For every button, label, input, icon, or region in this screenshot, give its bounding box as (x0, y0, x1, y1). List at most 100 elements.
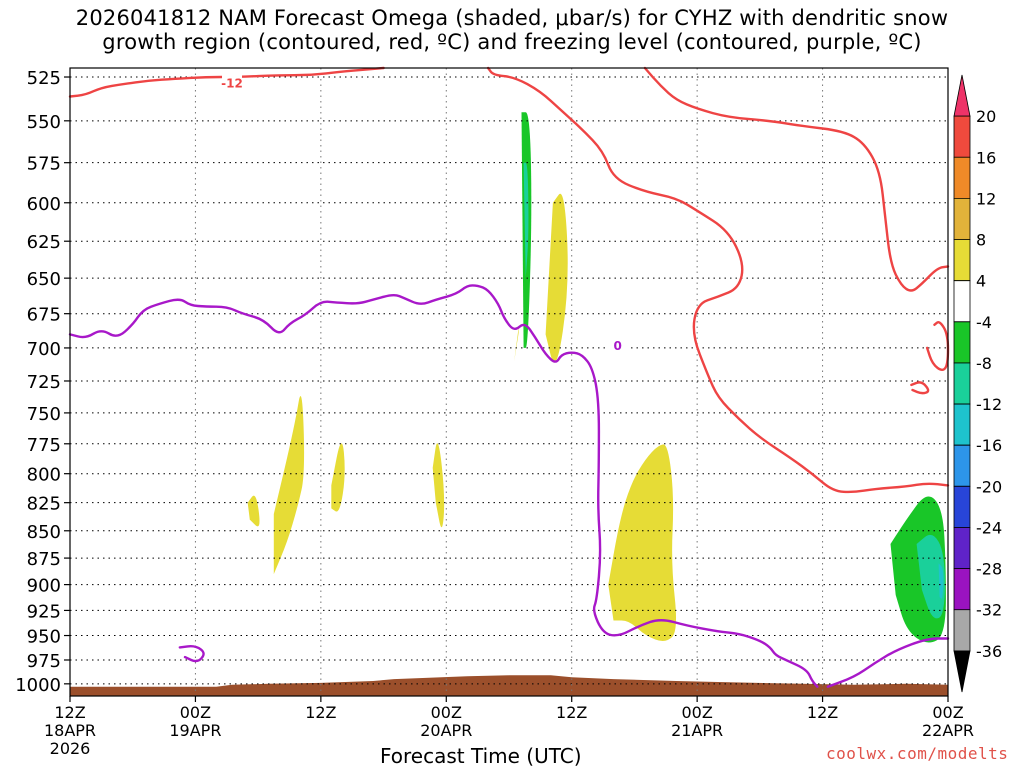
y-tick-label-18: 975 (27, 651, 61, 672)
x-tick-label-5-1: 21APR (671, 721, 723, 740)
y-tick-label-1: 550 (27, 112, 61, 133)
omega-region-4 (331, 443, 345, 512)
contour-lines: -12 0 (68, 66, 950, 688)
terrain-area (70, 675, 948, 696)
y-tick-label-0: 525 (27, 68, 61, 89)
colorbar-label-1: 16 (976, 148, 996, 167)
y-tick-label-19: 1000 (15, 675, 61, 696)
x-tick-label-0-0: 12Z (54, 703, 85, 722)
y-tick-label-3: 600 (27, 194, 61, 215)
omega-region-9 (523, 162, 529, 279)
y-tick-label-10: 775 (27, 435, 61, 456)
x-tick-label-6-0: 12Z (807, 703, 838, 722)
plot-frame (69, 67, 949, 697)
chart-title-line-1: 2026041812 NAM Forecast Omega (shaded, μ… (75, 6, 949, 30)
contour-1-2 (910, 381, 930, 395)
contour-label-bg-0 (222, 75, 243, 90)
colorbar-segment-7 (953, 362, 971, 405)
x-tick-label-1-1: 19APR (169, 721, 221, 740)
contour-0-0 (68, 66, 385, 98)
omega-shading (247, 82, 948, 675)
x-tick-label-4-0: 12Z (556, 703, 587, 722)
colorbar-label-0: 20 (976, 107, 996, 126)
y-tick-label-15: 900 (27, 576, 61, 597)
y-tick-label-14: 875 (27, 549, 61, 570)
contour-2-0 (68, 284, 819, 688)
y-tick-label-6: 675 (27, 305, 61, 326)
colorbar: 20 16 12 8 4 -4 -8 -12 -16 -20 -24 -28 -32 -36 (953, 74, 1002, 693)
y-tick-label-11: 800 (27, 465, 61, 486)
omega-region-13 (778, 624, 789, 654)
contour-1-0 (643, 66, 950, 292)
x-axis-label: Forecast Time (UTC) (380, 744, 582, 768)
colorbar-segment-9 (953, 444, 971, 487)
colorbar-label-4: 4 (976, 272, 986, 291)
colorbar-segment-14 (953, 650, 971, 693)
omega-region-17 (916, 534, 945, 619)
colorbar-label-10: -24 (976, 518, 1002, 537)
x-tick-label-0-2: 2026 (50, 739, 91, 758)
y-tick-label-16: 925 (27, 601, 61, 622)
y-tick-label-12: 825 (27, 494, 61, 515)
chart-title: 2026041812 NAM Forecast Omega (shaded, μ… (0, 6, 1024, 54)
x-tick-label-5-0: 00Z (681, 703, 712, 722)
contour-2-1 (826, 637, 950, 688)
y-tick-label-13: 850 (27, 522, 61, 543)
y-tick-label-5: 650 (27, 269, 61, 290)
colorbar-segment-4 (953, 239, 971, 282)
credit-text: coolwx.com/modelts (826, 744, 1009, 763)
contour-label-bg-2 (607, 338, 628, 353)
x-tick-label-0-1: 18APR (44, 721, 96, 740)
omega-region-1 (545, 193, 568, 363)
y-tick-label-4: 625 (27, 232, 61, 253)
colorbar-segment-11 (953, 527, 971, 569)
x-tick-label-3-0: 00Z (431, 703, 462, 722)
contour-label-0: -12 (221, 76, 243, 90)
colorbar-segment-8 (953, 403, 971, 446)
colorbar-segment-5 (953, 280, 971, 323)
contour-0-1 (486, 66, 950, 494)
plot-background (70, 68, 948, 696)
colorbar-label-2: 12 (976, 189, 996, 208)
omega-region-12 (494, 630, 508, 651)
colorbar-label-5: -4 (976, 313, 992, 332)
colorbar-segment-2 (953, 156, 971, 199)
omega-region-11 (378, 658, 388, 666)
y-axis: 525 550 575 600 625 650 675 700 725 750 775 800 825 8… (15, 68, 70, 696)
x-tick-label-7-0: 00Z (932, 703, 963, 722)
omega-region-10 (320, 639, 335, 666)
y-tick-label-9: 750 (27, 404, 61, 425)
colorbar-segment-1 (953, 115, 971, 158)
colorbar-label-8: -16 (976, 436, 1002, 455)
colorbar-segment-12 (953, 568, 971, 611)
colorbar-segment-13 (953, 609, 971, 652)
colorbar-segment-3 (953, 198, 971, 240)
colorbar-label-3: 8 (976, 231, 986, 250)
y-tick-label-17: 950 (27, 627, 61, 648)
colorbar-label-13: -36 (976, 642, 1002, 661)
contour-2-2 (178, 645, 205, 663)
y-tick-label-7: 700 (27, 339, 61, 360)
colorbar-label-6: -8 (976, 354, 992, 373)
colorbar-segment-0 (953, 74, 971, 117)
omega-region-2 (273, 396, 305, 575)
colorbar-segment-10 (953, 485, 971, 528)
omega-region-18 (938, 563, 944, 599)
omega-region-14 (853, 538, 861, 580)
grid (70, 68, 948, 696)
colorbar-segment-6 (953, 321, 971, 364)
colorbar-label-12: -32 (976, 601, 1002, 620)
colorbar-label-11: -28 (976, 560, 1002, 579)
y-tick-label-8: 725 (27, 372, 61, 393)
colorbar-label-7: -12 (976, 395, 1002, 414)
x-tick-label-7-1: 22APR (922, 721, 974, 740)
terrain (70, 675, 948, 696)
omega-region-5 (432, 443, 445, 528)
colorbar-label-9: -20 (976, 477, 1002, 496)
x-tick-label-3-1: 20APR (420, 721, 472, 740)
x-tick-label-1-0: 00Z (180, 703, 211, 722)
x-tick-label-2-0: 12Z (305, 703, 336, 722)
omega-region-3 (247, 495, 260, 527)
